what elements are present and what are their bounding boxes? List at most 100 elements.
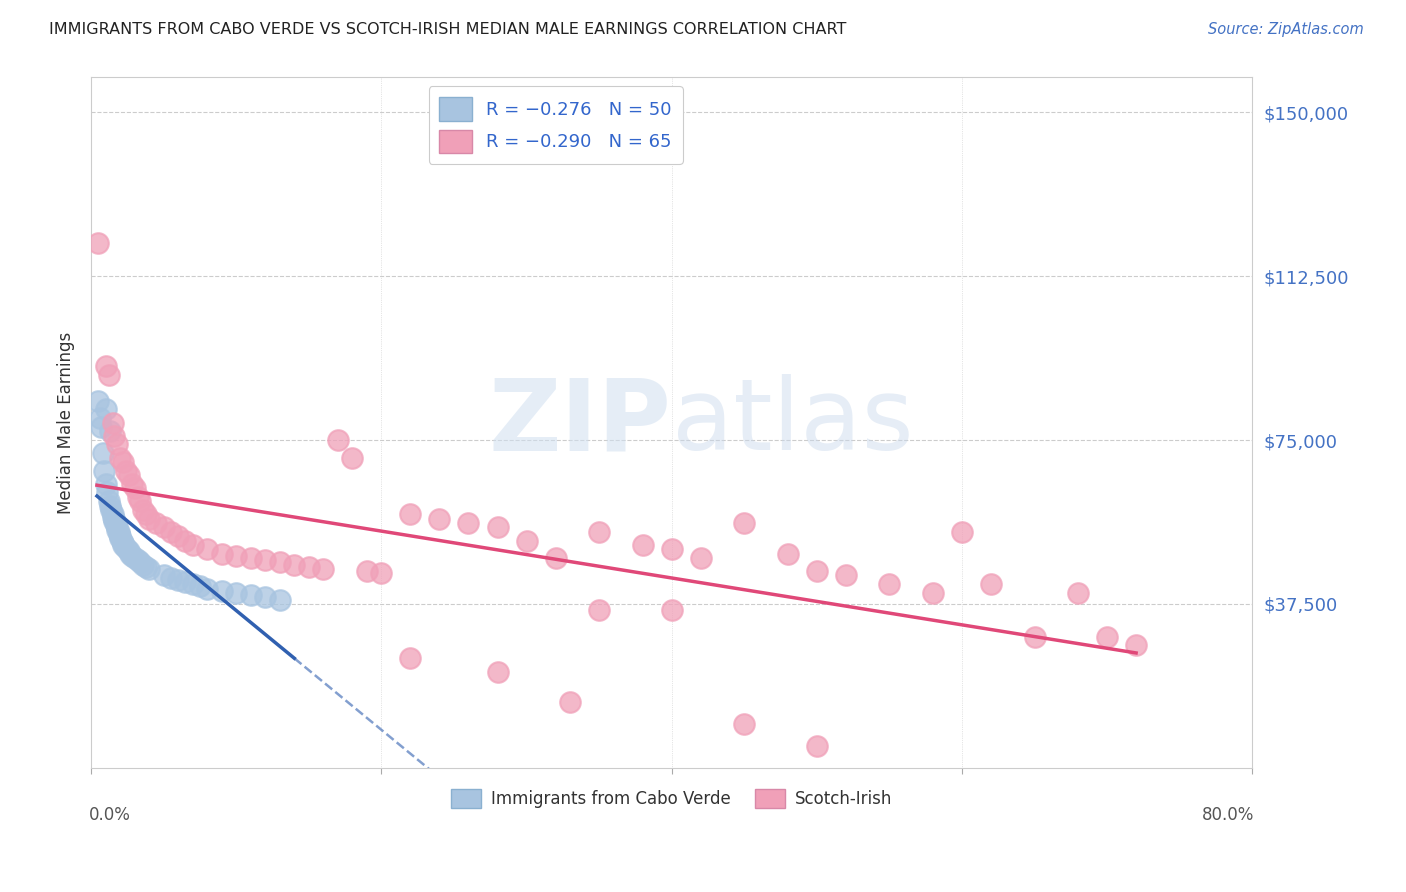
Point <box>105 520 128 534</box>
Point <box>124 481 146 495</box>
Point <box>879 577 901 591</box>
Point <box>922 586 945 600</box>
Point <box>127 553 149 567</box>
Point <box>101 508 124 522</box>
Text: atlas: atlas <box>672 374 914 471</box>
Point <box>239 588 262 602</box>
Point <box>689 551 711 566</box>
Point <box>835 568 858 582</box>
Point <box>174 533 197 548</box>
Point <box>160 524 183 539</box>
Point <box>195 542 218 557</box>
Point <box>588 603 610 617</box>
Point <box>558 695 581 709</box>
Y-axis label: Median Male Earnings: Median Male Earnings <box>58 332 75 514</box>
Point <box>225 549 247 563</box>
Point <box>103 514 125 528</box>
Text: Source: ZipAtlas.com: Source: ZipAtlas.com <box>1208 22 1364 37</box>
Point <box>129 494 152 508</box>
Point <box>225 586 247 600</box>
Point <box>127 490 149 504</box>
Point <box>188 579 211 593</box>
Point <box>298 559 321 574</box>
Point <box>98 425 121 439</box>
Point <box>195 582 218 596</box>
Point <box>98 499 121 513</box>
Point <box>135 559 157 574</box>
Point <box>94 402 117 417</box>
Point <box>104 516 127 530</box>
Point <box>806 564 828 578</box>
Point <box>104 518 127 533</box>
Point <box>89 411 111 425</box>
Point <box>103 428 125 442</box>
Point <box>370 566 392 581</box>
Point <box>254 553 277 567</box>
Point <box>399 651 422 665</box>
Legend: Immigrants from Cabo Verde, Scotch-Irish: Immigrants from Cabo Verde, Scotch-Irish <box>444 782 900 814</box>
Point <box>103 511 125 525</box>
Point <box>121 549 143 563</box>
Point <box>733 516 755 530</box>
Point <box>486 665 509 679</box>
Point <box>121 476 143 491</box>
Point <box>108 532 131 546</box>
Point <box>112 535 135 549</box>
Point <box>167 529 190 543</box>
Point <box>105 437 128 451</box>
Point <box>661 603 683 617</box>
Point <box>588 524 610 539</box>
Point <box>132 503 155 517</box>
Point <box>776 547 799 561</box>
Point <box>90 420 112 434</box>
Point <box>94 359 117 373</box>
Point <box>160 571 183 585</box>
Point <box>326 433 349 447</box>
Point <box>457 516 479 530</box>
Point <box>107 524 129 539</box>
Point <box>96 485 118 500</box>
Point <box>111 533 134 548</box>
Point <box>115 464 138 478</box>
Point <box>97 368 120 382</box>
Point <box>117 542 139 557</box>
Point <box>174 575 197 590</box>
Point <box>239 551 262 566</box>
Point <box>152 520 174 534</box>
Point <box>124 551 146 566</box>
Point <box>120 547 142 561</box>
Point <box>283 558 305 572</box>
Point <box>138 511 160 525</box>
Point <box>254 591 277 605</box>
Point <box>1067 586 1090 600</box>
Point <box>312 562 335 576</box>
Text: 80.0%: 80.0% <box>1202 805 1254 823</box>
Point <box>118 468 141 483</box>
Point <box>152 568 174 582</box>
Point <box>181 577 204 591</box>
Point <box>980 577 1002 591</box>
Point <box>101 416 124 430</box>
Point <box>356 564 378 578</box>
Point <box>167 573 190 587</box>
Text: IMMIGRANTS FROM CABO VERDE VS SCOTCH-IRISH MEDIAN MALE EARNINGS CORRELATION CHAR: IMMIGRANTS FROM CABO VERDE VS SCOTCH-IRI… <box>49 22 846 37</box>
Point <box>516 533 538 548</box>
Text: 0.0%: 0.0% <box>89 805 131 823</box>
Point <box>1125 639 1147 653</box>
Point <box>950 524 973 539</box>
Point <box>145 516 167 530</box>
Point <box>108 450 131 465</box>
Point <box>114 540 136 554</box>
Point <box>138 562 160 576</box>
Point <box>806 739 828 753</box>
Point <box>269 592 291 607</box>
Point <box>97 494 120 508</box>
Point <box>94 476 117 491</box>
Point <box>101 509 124 524</box>
Point <box>342 450 364 465</box>
Point <box>105 523 128 537</box>
Point <box>118 544 141 558</box>
Point <box>211 547 233 561</box>
Point <box>87 393 110 408</box>
Point <box>429 511 451 525</box>
